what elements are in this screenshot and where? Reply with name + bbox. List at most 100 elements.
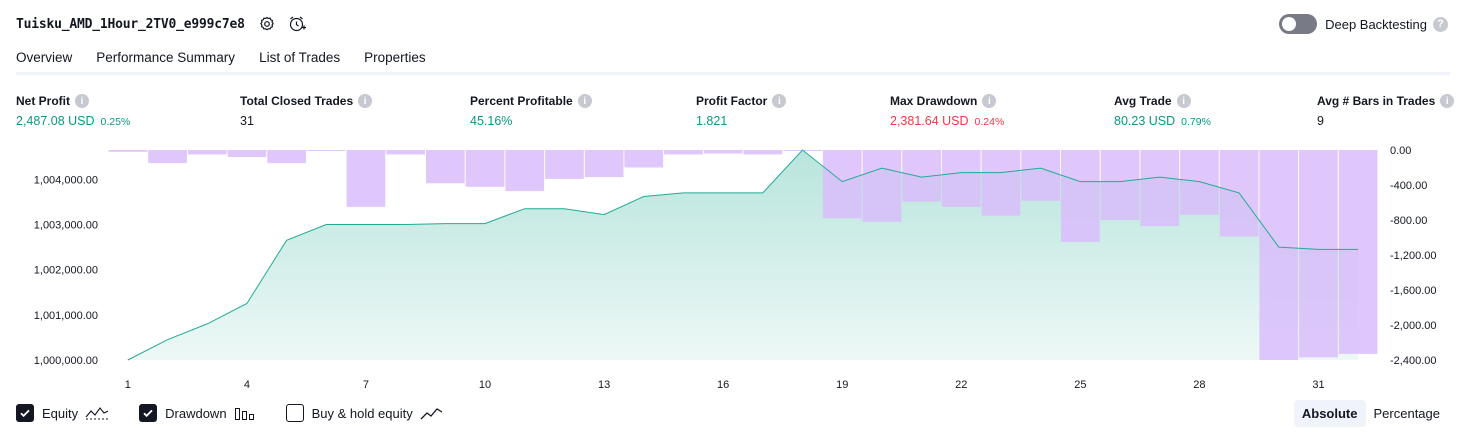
equity-area bbox=[127, 150, 1359, 360]
help-icon[interactable]: i bbox=[982, 94, 997, 108]
legend-drawdown[interactable]: Drawdown bbox=[139, 404, 255, 422]
deep-backtesting-toggle[interactable] bbox=[1279, 14, 1318, 34]
legend-buy-hold[interactable]: Buy & hold equity bbox=[285, 404, 444, 422]
drawdown-bar[interactable] bbox=[1061, 150, 1100, 242]
help-icon[interactable]: i bbox=[1440, 94, 1455, 108]
buy-hold-line-icon bbox=[420, 405, 444, 421]
stat-label: Max Drawdown bbox=[890, 94, 978, 108]
help-icon[interactable]: i bbox=[358, 94, 373, 108]
drawdown-bar[interactable] bbox=[1299, 150, 1338, 358]
left-axis-tick-label: 1,003,000.00 bbox=[34, 220, 98, 232]
drawdown-bar[interactable] bbox=[1259, 150, 1299, 360]
drawdown-bar[interactable] bbox=[584, 150, 624, 178]
drawdown-bar[interactable] bbox=[703, 150, 743, 154]
left-axis-tick-label: 1,000,000.00 bbox=[34, 355, 98, 367]
drawdown-bar[interactable] bbox=[664, 150, 703, 155]
right-axis-tick-label: -2,000.00 bbox=[1390, 320, 1436, 332]
tab-properties[interactable]: Properties bbox=[364, 50, 426, 65]
chart-mode-switch: Absolute Percentage bbox=[1293, 400, 1448, 427]
stat-value: 80.23 USD bbox=[1114, 114, 1176, 128]
x-axis-tick-label: 4 bbox=[244, 379, 250, 391]
x-axis: 1 4 7 10 13 16 19 22 25 28 31 bbox=[125, 379, 1325, 391]
tabs-divider bbox=[16, 72, 1450, 75]
drawdown-bar[interactable] bbox=[306, 150, 346, 151]
drawdown-bar[interactable] bbox=[981, 150, 1021, 216]
stat-value: 31 bbox=[240, 114, 254, 128]
alert-clock-icon[interactable] bbox=[287, 14, 307, 34]
drawdown-bar[interactable] bbox=[386, 150, 425, 155]
stat-label: Avg Trade bbox=[1114, 94, 1172, 108]
stat-percent: 0.24% bbox=[974, 116, 1005, 128]
stat-label: Avg # Bars in Trades bbox=[1317, 94, 1436, 108]
left-axis-tick-label: 1,002,000.00 bbox=[34, 265, 98, 277]
help-icon[interactable]: i bbox=[75, 94, 89, 108]
drawdown-bar[interactable] bbox=[187, 150, 227, 155]
stat-avg-bars: Avg # Bars in Trades i 9 bbox=[1317, 94, 1455, 128]
right-axis-tick-label: -1,600.00 bbox=[1390, 285, 1436, 297]
right-axis: 0.00 -400.00 -800.00 -1,200.00 -1,600.00 -2,0… bbox=[1390, 145, 1436, 367]
left-axis-tick-label: 1,001,000.00 bbox=[34, 310, 98, 322]
left-axis: 1,000,000.00 1,001,000.00 1,002,000.00 1,00… bbox=[34, 174, 98, 367]
stat-label: Percent Profitable bbox=[470, 94, 573, 108]
drawdown-bar[interactable] bbox=[941, 150, 981, 207]
drawdown-bar[interactable] bbox=[1338, 150, 1378, 354]
right-axis-tick-label: -2,400.00 bbox=[1390, 355, 1436, 367]
drawdown-bar[interactable] bbox=[743, 150, 783, 155]
x-axis-tick-label: 19 bbox=[836, 379, 848, 391]
chart-legend: Equity Drawdown Buy & hold equity bbox=[16, 404, 474, 422]
mode-absolute-button[interactable]: Absolute bbox=[1293, 400, 1366, 427]
right-axis-tick-label: -800.00 bbox=[1390, 215, 1427, 227]
stat-max-drawdown: Max Drawdown i 2,381.64 USD 0.24% bbox=[890, 94, 1004, 128]
help-icon[interactable]: i bbox=[772, 94, 787, 108]
mode-percentage-button[interactable]: Percentage bbox=[1373, 406, 1441, 421]
drawdown-bar[interactable] bbox=[545, 150, 584, 179]
legend-equity[interactable]: Equity bbox=[16, 404, 109, 422]
drawdown-bar[interactable] bbox=[822, 150, 862, 219]
drawdown-bar[interactable] bbox=[505, 150, 545, 192]
x-axis-tick-label: 1 bbox=[125, 379, 131, 391]
left-axis-tick-label: 1,004,000.00 bbox=[34, 174, 98, 186]
strategy-title: Tuisku_AMD_1Hour_2TV0_e999c7e8 bbox=[16, 16, 245, 32]
drawdown-bar[interactable] bbox=[148, 150, 187, 164]
drawdown-bar[interactable] bbox=[624, 150, 664, 168]
legend-label: Drawdown bbox=[165, 405, 227, 421]
drawdown-bars-icon bbox=[234, 405, 256, 421]
x-axis-tick-label: 13 bbox=[598, 379, 610, 391]
deep-backtesting: Deep Backtesting ? bbox=[1279, 14, 1448, 34]
drawdown-bar[interactable] bbox=[1180, 150, 1219, 215]
stat-profit-factor: Profit Factor i 1.821 bbox=[696, 94, 787, 128]
stat-value: 2,487.08 USD bbox=[16, 114, 95, 128]
right-axis-tick-label: -400.00 bbox=[1390, 180, 1427, 192]
tab-list-of-trades[interactable]: List of Trades bbox=[259, 50, 341, 65]
help-icon[interactable]: i bbox=[577, 94, 592, 108]
x-axis-tick-label: 31 bbox=[1312, 379, 1324, 391]
drawdown-checkbox[interactable] bbox=[139, 404, 158, 422]
tab-performance-summary[interactable]: Performance Summary bbox=[96, 50, 236, 65]
equity-checkbox[interactable] bbox=[16, 404, 34, 422]
stat-percent: 0.79% bbox=[1181, 116, 1211, 128]
drawdown-bar[interactable] bbox=[1140, 150, 1180, 227]
stat-value: 9 bbox=[1317, 114, 1324, 128]
drawdown-bar[interactable] bbox=[426, 150, 465, 184]
stat-net-profit: Net Profit i 2,487.08 USD 0.25% bbox=[16, 94, 130, 128]
equity-line-icon bbox=[85, 405, 109, 421]
right-axis-tick-label: -1,200.00 bbox=[1390, 250, 1436, 262]
help-icon[interactable]: i bbox=[1176, 94, 1191, 108]
drawdown-bar[interactable] bbox=[346, 150, 386, 207]
drawdown-bar[interactable] bbox=[227, 150, 267, 157]
drawdown-bar[interactable] bbox=[862, 150, 902, 222]
equity-drawdown-chart[interactable]: 1,000,000.00 1,001,000.00 1,002,000.00 1,00… bbox=[0, 138, 1466, 394]
settings-gear-icon[interactable] bbox=[257, 14, 277, 34]
drawdown-bar[interactable] bbox=[1100, 150, 1140, 220]
stat-value: 2,381.64 USD bbox=[890, 114, 969, 128]
drawdown-bar[interactable] bbox=[267, 150, 306, 164]
drawdown-bar[interactable] bbox=[108, 150, 148, 152]
tab-overview[interactable]: Overview bbox=[16, 48, 73, 75]
drawdown-bar[interactable] bbox=[465, 150, 505, 187]
deep-backtesting-label: Deep Backtesting bbox=[1325, 16, 1427, 32]
stat-avg-trade: Avg Trade i 80.23 USD 0.79% bbox=[1114, 94, 1211, 128]
stat-value: 1.821 bbox=[696, 114, 728, 128]
help-icon[interactable]: ? bbox=[1433, 16, 1448, 32]
buy-hold-checkbox[interactable] bbox=[285, 404, 304, 422]
drawdown-bar[interactable] bbox=[1021, 150, 1060, 201]
